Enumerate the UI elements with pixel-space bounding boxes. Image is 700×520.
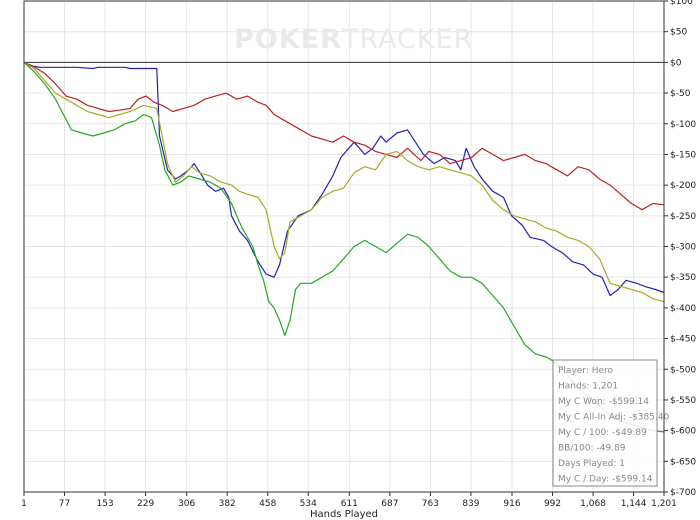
series-lines (23, 61, 665, 433)
y-tick-label: $-200 (670, 181, 696, 191)
x-tick-label: 153 (96, 499, 113, 509)
y-tick-label: $-650 (670, 457, 696, 467)
y-axis-ticks: $100 $50 $0 $-50 $-100 $-150 $-200 $-250 $-300 $-… (664, 0, 696, 498)
x-axis-ticks: 1 77 153 229 306 382 458 534 611 687 763 839 916 992 1… (21, 492, 677, 509)
x-tick-label: 306 (178, 499, 195, 509)
y-tick-label: $100 (670, 0, 693, 7)
x-tick-label: 763 (422, 499, 439, 509)
stats-box: Player: Hero Hands: 1,201 My C Won: -$599.… (552, 359, 670, 487)
stats-lines: Player: Hero Hands: 1,201 My C Won: -$599.… (558, 366, 670, 485)
stats-line: My C / 100: -$49.89 (558, 428, 647, 438)
stats-line: Days Played: 1 (558, 459, 625, 469)
x-tick-label: 916 (503, 499, 520, 509)
series-line-4 (23, 61, 665, 433)
watermark-logo: POKERTRACKER (234, 24, 473, 55)
y-tick-label: $-700 (670, 488, 696, 498)
x-axis-title: Hands Played (310, 509, 378, 520)
stats-line: My C / Day: -$599.14 (558, 475, 653, 485)
y-tick-label: $-300 (670, 243, 696, 253)
y-tick-label: $-600 (670, 427, 696, 437)
x-tick-label: 687 (381, 499, 398, 509)
x-tick-label: 839 (462, 499, 479, 509)
x-tick-label: 1 (21, 499, 27, 509)
y-tick-label: $0 (670, 58, 682, 68)
y-tick-label: $-50 (670, 89, 691, 99)
y-tick-label: $-450 (670, 335, 696, 345)
x-tick-label: 458 (259, 499, 276, 509)
x-tick-label: 1,068 (580, 499, 606, 509)
y-tick-label: $-150 (670, 150, 696, 160)
x-tick-label: 382 (219, 499, 236, 509)
stats-line: Player: Hero (558, 366, 614, 376)
stats-line: My C All-In Adj: -$385.40 (558, 413, 670, 423)
stats-line: BB/100: -49.89 (558, 444, 626, 454)
x-tick-label: 992 (544, 499, 561, 509)
stats-box-frame (552, 359, 658, 487)
x-tick-label: 1,144 (621, 499, 647, 509)
watermark-text: POKERTRACKER (234, 24, 473, 55)
y-tick-label: $-550 (670, 396, 696, 406)
x-tick-label: 229 (137, 499, 154, 509)
x-tick-label: 77 (59, 499, 70, 509)
watermark-brand-part1: POKER (234, 24, 342, 55)
watermark-brand-part2: TRACKER (341, 24, 474, 55)
y-tick-label: $-350 (670, 273, 696, 283)
x-tick-label: 534 (300, 499, 317, 509)
y-tick-label: $50 (670, 28, 687, 38)
x-tick-label: 1,201 (651, 499, 677, 509)
stats-line: My C Won: -$599.14 (558, 397, 649, 407)
y-tick-label: $-100 (670, 120, 696, 130)
y-tick-label: $-500 (670, 365, 696, 375)
x-tick-label: 611 (341, 499, 358, 509)
y-tick-label: $-400 (670, 304, 696, 314)
series-line-3 (23, 61, 665, 303)
series-line-2 (23, 61, 665, 211)
y-tick-label: $-250 (670, 212, 696, 222)
stats-line: Hands: 1,201 (558, 382, 618, 392)
